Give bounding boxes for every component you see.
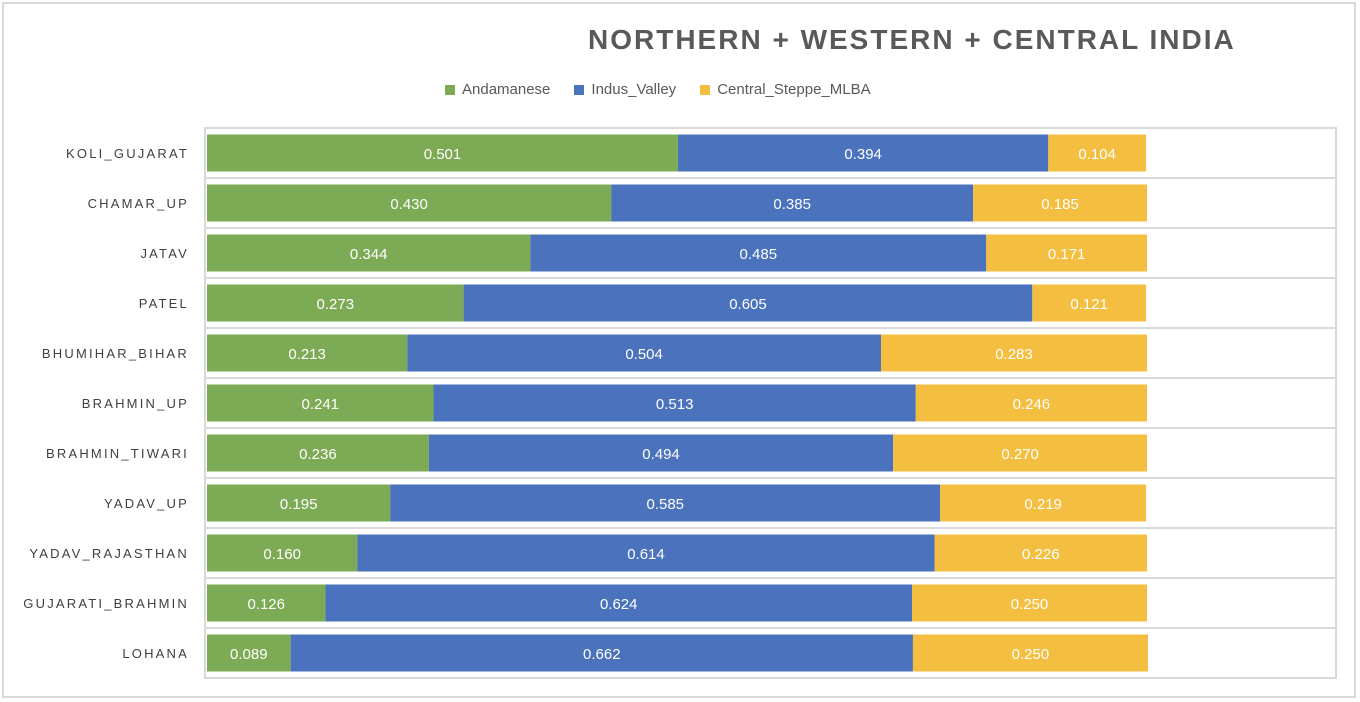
legend-item-indus-valley[interactable]: Indus_Valley [574, 81, 676, 98]
category-label-yadav-rajasthan: YADAV_RAJASTHAN [29, 546, 189, 561]
bar-central-steppe-mlba-brahmin-tiwari[interactable] [893, 434, 1147, 472]
legend-label-central-steppe: Central_Steppe_MLBA [717, 81, 871, 98]
category-label-lohana: LOHANA [122, 646, 189, 661]
bar-andamanese-bhumihar-bihar[interactable] [207, 334, 408, 372]
legend-label-andamanese: Andamanese [462, 81, 551, 98]
bar-indus-valley-chamar-up[interactable] [611, 184, 974, 222]
data-label-andamanese-lohana: 0.089 [230, 646, 268, 663]
data-label-central-steppe-mlba-yadav-up: 0.219 [1024, 496, 1062, 513]
category-label-jatav: JATAV [140, 246, 189, 261]
legend-item-central-steppe[interactable]: Central_Steppe_MLBA [700, 81, 871, 98]
bar-central-steppe-mlba-koli-gujarat[interactable] [1048, 134, 1147, 172]
bar-central-steppe-mlba-lohana[interactable] [912, 634, 1148, 672]
bar-central-steppe-mlba-patel[interactable] [1032, 284, 1147, 322]
data-label-andamanese-patel: 0.273 [317, 296, 355, 313]
bar-indus-valley-patel[interactable] [463, 284, 1033, 322]
bar-andamanese-yadav-rajasthan[interactable] [207, 534, 358, 572]
data-label-andamanese-bhumihar-bihar: 0.213 [288, 346, 326, 363]
data-label-indus-valley-jatav: 0.485 [740, 246, 778, 263]
bar-indus-valley-yadav-up[interactable] [390, 484, 941, 522]
bar-indus-valley-koli-gujarat[interactable] [677, 134, 1049, 172]
category-label-brahmin-tiwari: BRAHMIN_TIWARI [46, 446, 189, 461]
bar-indus-valley-gujarati-brahmin[interactable] [325, 584, 912, 622]
bar-andamanese-patel[interactable] [207, 284, 464, 322]
data-label-indus-valley-lohana: 0.662 [583, 646, 621, 663]
data-label-andamanese-chamar-up: 0.430 [390, 196, 428, 213]
data-label-andamanese-koli-gujarat: 0.501 [424, 146, 462, 163]
legend-swatch-central-steppe [700, 84, 711, 95]
category-label-gujarati-brahmin: GUJARATI_BRAHMIN [23, 596, 189, 611]
legend: Andamanese Indus_Valley Central_Steppe_M… [445, 81, 895, 98]
data-label-indus-valley-yadav-rajasthan: 0.614 [627, 546, 665, 563]
bar-andamanese-koli-gujarat[interactable] [207, 134, 678, 172]
data-label-indus-valley-brahmin-up: 0.513 [656, 396, 694, 413]
category-label-koli-gujarat: KOLI_GUJARAT [66, 146, 189, 161]
data-label-central-steppe-mlba-jatav: 0.171 [1048, 246, 1086, 263]
data-label-indus-valley-gujarati-brahmin: 0.624 [600, 596, 638, 613]
bar-andamanese-lohana[interactable] [207, 634, 291, 672]
bar-indus-valley-jatav[interactable] [530, 234, 987, 272]
category-label-bhumihar-bihar: BHUMIHAR_BIHAR [42, 346, 189, 361]
data-label-andamanese-yadav-up: 0.195 [280, 496, 318, 513]
data-label-indus-valley-yadav-up: 0.585 [646, 496, 684, 513]
data-label-andamanese-brahmin-tiwari: 0.236 [299, 446, 337, 463]
data-label-central-steppe-mlba-koli-gujarat: 0.104 [1078, 146, 1116, 163]
data-label-andamanese-gujarati-brahmin: 0.126 [247, 596, 285, 613]
category-label-chamar-up: CHAMAR_UP [88, 196, 189, 211]
plot-area-border [204, 127, 1337, 679]
bar-andamanese-brahmin-up[interactable] [207, 384, 434, 422]
bar-central-steppe-mlba-gujarati-brahmin[interactable] [912, 584, 1147, 622]
bar-central-steppe-mlba-yadav-rajasthan[interactable] [934, 534, 1147, 572]
data-label-andamanese-brahmin-up: 0.241 [301, 396, 339, 413]
legend-label-indus-valley: Indus_Valley [591, 81, 677, 98]
bar-central-steppe-mlba-chamar-up[interactable] [973, 184, 1147, 222]
bar-indus-valley-bhumihar-bihar[interactable] [407, 334, 881, 372]
bar-andamanese-chamar-up[interactable] [207, 184, 612, 222]
data-label-central-steppe-mlba-patel: 0.121 [1070, 296, 1108, 313]
bar-indus-valley-yadav-rajasthan[interactable] [357, 534, 935, 572]
data-label-central-steppe-mlba-bhumihar-bihar: 0.283 [995, 346, 1033, 363]
data-label-indus-valley-brahmin-tiwari: 0.494 [642, 446, 680, 463]
bar-andamanese-yadav-up[interactable] [207, 484, 391, 522]
bar-andamanese-brahmin-tiwari[interactable] [207, 434, 429, 472]
data-label-central-steppe-mlba-chamar-up: 0.185 [1041, 196, 1079, 213]
data-label-indus-valley-bhumihar-bihar: 0.504 [625, 346, 663, 363]
category-label-yadav-up: YADAV_UP [104, 496, 189, 511]
data-label-central-steppe-mlba-yadav-rajasthan: 0.226 [1022, 546, 1060, 563]
category-label-brahmin-up: BRAHMIN_UP [82, 396, 189, 411]
data-label-andamanese-yadav-rajasthan: 0.160 [263, 546, 301, 563]
data-label-central-steppe-mlba-brahmin-up: 0.246 [1013, 396, 1051, 413]
bar-indus-valley-brahmin-tiwari[interactable] [428, 434, 894, 472]
data-label-indus-valley-patel: 0.605 [729, 296, 767, 313]
legend-swatch-indus-valley [574, 84, 585, 95]
chart-title: NORTHERN + WESTERN + CENTRAL INDIA [588, 24, 1236, 55]
bar-indus-valley-lohana[interactable] [290, 634, 913, 672]
data-label-central-steppe-mlba-lohana: 0.250 [1012, 646, 1050, 663]
legend-swatch-andamanese [445, 84, 455, 95]
category-label-patel: PATEL [139, 296, 189, 311]
bar-central-steppe-mlba-yadav-up[interactable] [940, 484, 1147, 522]
bar-central-steppe-mlba-bhumihar-bihar[interactable] [880, 334, 1147, 372]
data-label-central-steppe-mlba-brahmin-tiwari: 0.270 [1001, 446, 1039, 463]
data-label-andamanese-jatav: 0.344 [350, 246, 388, 263]
bar-central-steppe-mlba-jatav[interactable] [986, 234, 1147, 272]
data-label-indus-valley-koli-gujarat: 0.394 [844, 146, 882, 163]
bar-central-steppe-mlba-brahmin-up[interactable] [915, 384, 1147, 422]
bar-indus-valley-brahmin-up[interactable] [433, 384, 916, 422]
data-label-indus-valley-chamar-up: 0.385 [773, 196, 811, 213]
bar-andamanese-jatav[interactable] [207, 234, 531, 272]
bar-andamanese-gujarati-brahmin[interactable] [207, 584, 326, 622]
data-label-central-steppe-mlba-gujarati-brahmin: 0.250 [1011, 596, 1049, 613]
legend-item-andamanese[interactable]: Andamanese [445, 81, 550, 98]
